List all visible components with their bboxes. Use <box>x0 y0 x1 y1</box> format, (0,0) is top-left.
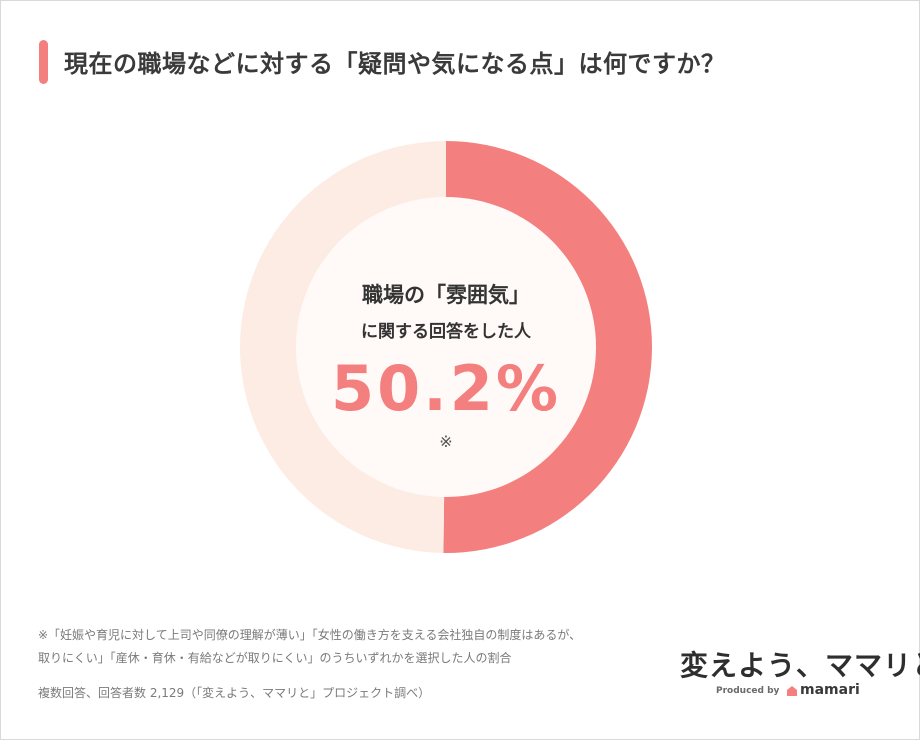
brand-name: mamari <box>800 682 860 698</box>
center-value-label: 50.2% <box>330 352 562 425</box>
center-label-line1: 職場の「雰囲気」 <box>362 283 530 307</box>
page-title: 現在の職場などに対する「疑問や気になる点」は何ですか？ <box>64 50 726 78</box>
produced-by-label: Produced by <box>716 686 780 696</box>
center-label-line2: に関する回答をした人 <box>361 322 531 342</box>
mamari-logo-icon <box>787 686 797 696</box>
donut-center <box>296 197 596 497</box>
center-note-mark: ※ <box>439 432 453 451</box>
footnote-line2: 取りにくい」「産休・育休・有給などが取りにくい」のうちいずれかを選択した人の割合 <box>38 651 512 665</box>
footnote-line1: ※「妊娠や育児に対して上司や同僚の理解が薄い」「女性の働き方を支える会社独自の制… <box>38 628 582 642</box>
title-accent-bar <box>39 40 48 84</box>
campaign-logo: 変えよう、ママリと <box>680 649 920 682</box>
footnote-source: 複数回答、回答者数 2,129（「変えよう、ママリと」プロジェクト調べ） <box>38 686 431 700</box>
